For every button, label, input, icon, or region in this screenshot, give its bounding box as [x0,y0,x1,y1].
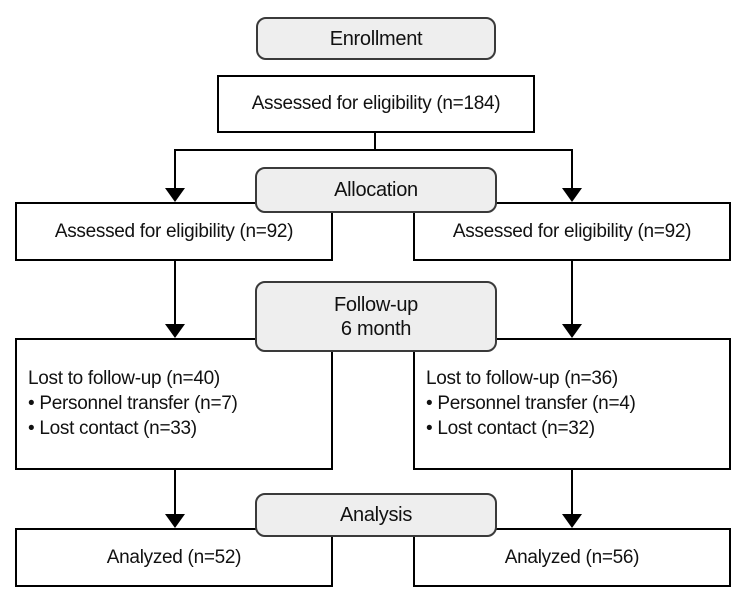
allocation-stage-pill: Allocation [255,167,497,213]
allocation-stage-label: Allocation [334,179,418,201]
lost-followup-left-title: Lost to follow-up (n=40) [28,368,220,389]
lost-followup-left-item: • Lost contact (n=33) [28,418,197,439]
arrow-down-icon [165,514,185,528]
lost-followup-right-item: • Lost contact (n=32) [426,418,595,439]
connector-line [174,149,176,190]
analyzed-left-text: Analyzed (n=52) [106,546,242,568]
followup-stage-sublabel: 6 month [340,317,412,340]
arrow-down-icon [562,188,582,202]
assessed-total-box: Assessed for eligibility (n=184) [217,75,535,133]
analysis-stage-label: Analysis [339,504,413,526]
connector-line [571,260,573,325]
assessed-total-text: Assessed for eligibility (n=184) [251,93,501,114]
lost-followup-right-title: Lost to follow-up (n=36) [426,368,618,389]
arrow-down-icon [562,514,582,528]
arrow-down-icon [165,188,185,202]
connector-line [374,133,376,151]
lost-followup-right-item: • Personnel transfer (n=4) [426,393,636,414]
analyzed-right-text: Analyzed (n=56) [504,546,640,568]
lost-followup-right-box: Lost to follow-up (n=36) • Personnel tra… [413,338,731,470]
followup-stage-label: Follow-up [334,293,418,316]
enrollment-stage-pill: Enrollment [256,17,496,60]
analyzed-left-box: Analyzed (n=52) [15,528,333,587]
arrow-down-icon [165,324,185,338]
connector-line [571,149,573,190]
lost-followup-left-item: • Personnel transfer (n=7) [28,393,238,414]
analyzed-right-box: Analyzed (n=56) [413,528,731,587]
lost-followup-left-box: Lost to follow-up (n=40) • Personnel tra… [15,338,333,470]
analysis-stage-pill: Analysis [255,493,497,537]
connector-line [174,469,176,515]
connector-line [174,260,176,325]
arrow-down-icon [562,324,582,338]
enrollment-stage-label: Enrollment [329,27,423,50]
assessed-right-text: Assessed for eligibility (n=92) [452,220,692,242]
assessed-left-text: Assessed for eligibility (n=92) [54,220,294,242]
connector-line [174,149,573,151]
followup-stage-pill: Follow-up 6 month [255,281,497,352]
connector-line [571,469,573,515]
